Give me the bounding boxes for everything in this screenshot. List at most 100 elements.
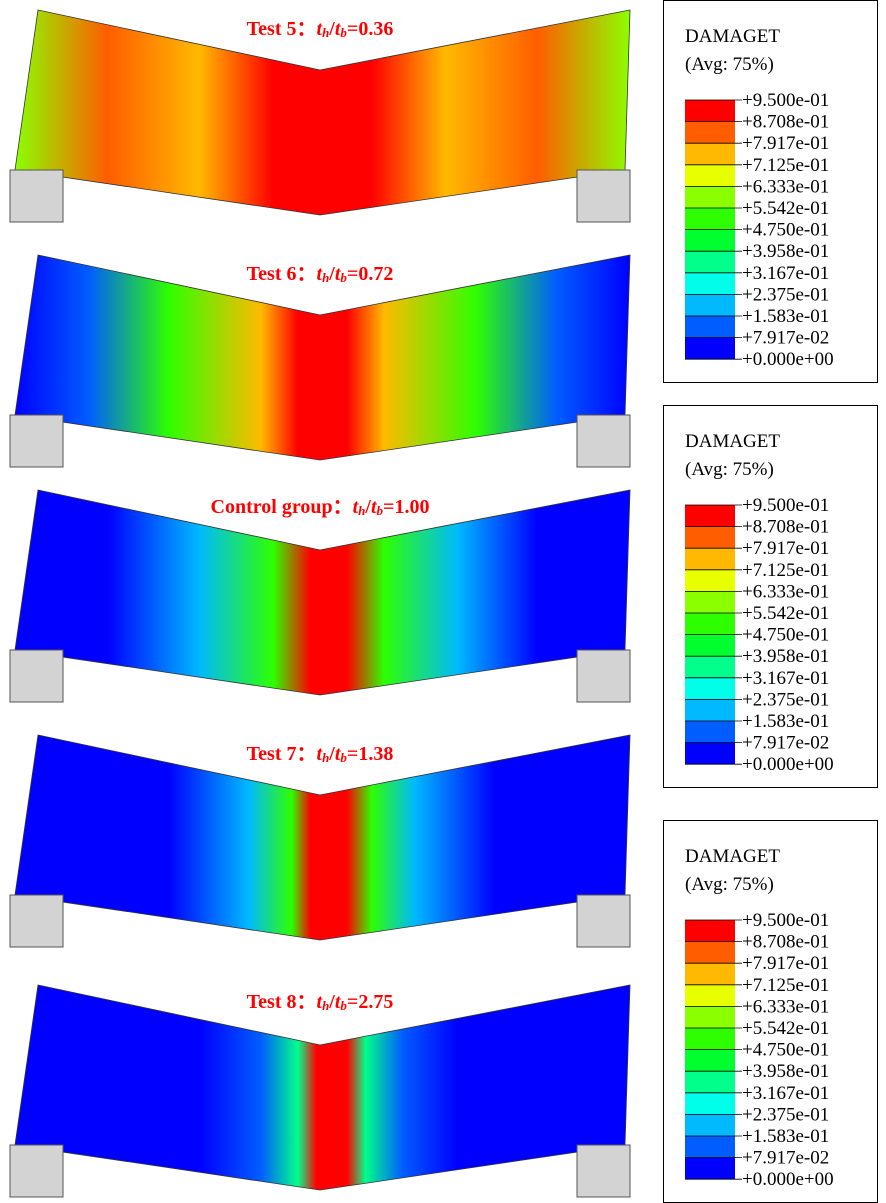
- legend-label: +6.333e-01: [742, 996, 829, 1017]
- legend-label: +9.500e-01: [742, 495, 829, 516]
- legend-label: +7.917e-02: [742, 733, 829, 754]
- panel-label: Test 7：: [247, 743, 317, 765]
- legend-label: +2.375e-01: [742, 689, 829, 710]
- panel-label: Test 5：: [247, 18, 317, 40]
- legend-label: +3.167e-01: [742, 668, 829, 689]
- legend-swatch: [685, 1006, 735, 1028]
- ratio-symbol: t: [335, 18, 342, 40]
- support: [9, 649, 64, 703]
- ratio-subscript: b: [340, 25, 347, 40]
- legend-swatch: [685, 505, 735, 527]
- ratio-symbol: t: [353, 496, 360, 518]
- legend-swatch: [685, 272, 735, 295]
- ratio-symbol: =: [347, 991, 358, 1013]
- legend-label: +0.000e+00: [742, 754, 834, 775]
- ratio-symbol: t: [335, 991, 342, 1013]
- legend-swatch: [685, 634, 735, 657]
- beam: [14, 489, 631, 696]
- legend-swatch: [685, 121, 735, 144]
- legend-label: +1.583e-01: [742, 306, 829, 327]
- legend-swatch: [685, 251, 735, 273]
- legend-swatch: [685, 1092, 735, 1115]
- legend-label: +7.125e-01: [742, 975, 829, 996]
- legend-label: +1.583e-01: [742, 1126, 829, 1147]
- panel-title: Control group：th/tb=1.00: [211, 496, 430, 518]
- legend-swatch: [685, 721, 735, 743]
- legend-label: +2.375e-01: [742, 284, 829, 305]
- ratio-symbol: t: [317, 18, 324, 40]
- legend-title: DAMAGET: [685, 431, 780, 452]
- legend-subtitle: (Avg: 75%): [685, 459, 774, 480]
- legend-label: +4.750e-01: [742, 220, 829, 241]
- legend-label: +6.333e-01: [742, 581, 829, 602]
- support: [576, 169, 631, 223]
- legend-swatch: [685, 526, 735, 549]
- ratio-symbol: t: [317, 991, 324, 1013]
- legend-swatch: [685, 699, 735, 721]
- panel-label: Test 6：: [247, 263, 317, 285]
- ratio-subscript: b: [340, 998, 347, 1013]
- legend-label: +8.708e-01: [742, 932, 829, 953]
- legend-swatch: [685, 164, 735, 187]
- legend-swatch: [685, 941, 735, 964]
- legend-swatch: [685, 1157, 735, 1180]
- legend-subtitle: (Avg: 75%): [685, 54, 774, 75]
- legend-label: +5.542e-01: [742, 198, 829, 219]
- legend-label: +4.750e-01: [742, 625, 829, 646]
- legend-label: +7.917e-01: [742, 538, 829, 559]
- legend-swatch: [685, 208, 735, 230]
- ratio-symbol: t: [335, 743, 342, 765]
- ratio-subscript: h: [322, 25, 329, 40]
- ratio-symbol: t: [335, 263, 342, 285]
- beam: [14, 254, 631, 461]
- legend-swatch: [685, 1136, 735, 1158]
- support: [9, 414, 64, 468]
- legend-label: +6.333e-01: [742, 176, 829, 197]
- ratio-value: 1.38: [358, 743, 393, 765]
- beam: [14, 9, 631, 216]
- ratio-symbol: /: [328, 743, 335, 765]
- legend-label: +1.583e-01: [742, 711, 829, 732]
- legend-label: +3.958e-01: [742, 241, 829, 262]
- legend-swatch: [685, 742, 735, 765]
- legend-label: +7.917e-02: [742, 328, 829, 349]
- legend-label: +7.917e-01: [742, 953, 829, 974]
- support: [576, 1144, 631, 1198]
- legend-swatch: [685, 143, 735, 165]
- ratio-symbol: /: [328, 18, 335, 40]
- panel-title: Test 6：th/tb=0.72: [247, 263, 394, 285]
- ratio-subscript: h: [322, 998, 329, 1013]
- ratio-subscript: h: [322, 270, 329, 285]
- legend-label: +4.750e-01: [742, 1040, 829, 1061]
- legend-swatch: [685, 920, 735, 942]
- legend-swatch: [685, 591, 735, 613]
- ratio-subscript: h: [322, 750, 329, 765]
- ratio-symbol: /: [328, 263, 335, 285]
- ratio-symbol: =: [383, 496, 394, 518]
- ratio-subscript: h: [358, 503, 365, 518]
- legend-swatch: [685, 229, 735, 252]
- support: [9, 894, 64, 948]
- legend-label: +3.958e-01: [742, 646, 829, 667]
- ratio-symbol: =: [347, 263, 358, 285]
- ratio-subscript: b: [377, 503, 384, 518]
- legend-label: +0.000e+00: [742, 349, 834, 370]
- legend-swatch: [685, 186, 735, 208]
- beam: [14, 734, 631, 941]
- legend-label: +8.708e-01: [742, 517, 829, 538]
- legend-label: +9.500e-01: [742, 910, 829, 931]
- legend-swatch: [685, 316, 735, 338]
- legend-label: +3.167e-01: [742, 1083, 829, 1104]
- legend-label: +5.542e-01: [742, 603, 829, 624]
- ratio-symbol: t: [371, 496, 378, 518]
- ratio-symbol: =: [347, 18, 358, 40]
- legend-swatch: [685, 677, 735, 700]
- support: [9, 169, 64, 223]
- legend-swatch: [685, 963, 735, 985]
- ratio-value: 0.36: [358, 18, 393, 40]
- legend-label: +2.375e-01: [742, 1104, 829, 1125]
- support: [576, 414, 631, 468]
- legend-swatch: [685, 1049, 735, 1072]
- legend-swatch: [685, 294, 735, 316]
